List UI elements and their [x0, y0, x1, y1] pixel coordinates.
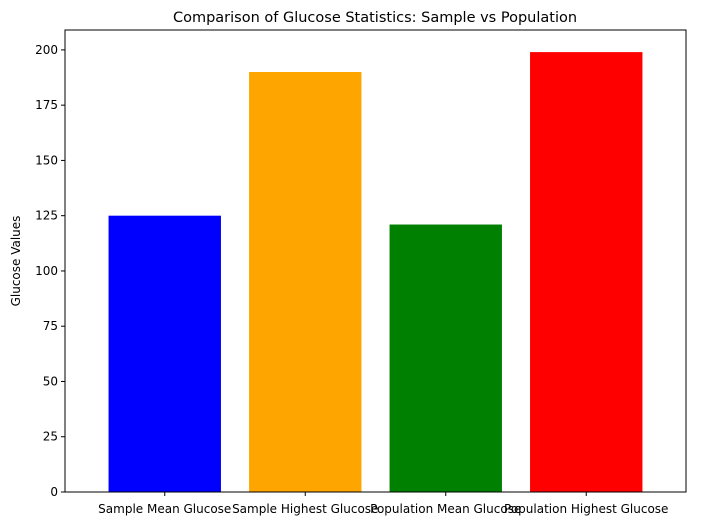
- y-tick-label: 75: [43, 319, 58, 333]
- bar-1: [249, 72, 362, 492]
- bar-2: [389, 224, 502, 493]
- bars-group: [108, 52, 643, 493]
- y-ticks-group: 0 25 50 75 100 125 150 175 200: [35, 43, 65, 499]
- y-tick-label: 100: [35, 264, 58, 278]
- bar-3: [530, 52, 643, 493]
- plot-frame: [64, 29, 687, 493]
- y-tick-label: 175: [35, 98, 58, 112]
- x-tick-label: Sample Highest Glucose: [232, 502, 378, 516]
- y-tick-label: 0: [50, 485, 58, 499]
- y-tick-label: 125: [35, 209, 58, 223]
- x-tick-label: Sample Mean Glucose: [98, 502, 231, 516]
- x-tick-label: Population Mean Glucose: [370, 502, 521, 516]
- y-tick-label: 200: [35, 43, 58, 57]
- y-tick-label: 50: [43, 374, 58, 388]
- x-ticks-group: Sample Mean Glucose Sample Highest Glucos…: [98, 492, 668, 516]
- y-tick-label: 25: [43, 430, 58, 444]
- y-tick-label: 150: [35, 153, 58, 167]
- chart-title: Comparison of Glucose Statistics: Sample…: [173, 10, 577, 26]
- x-tick-label: Population Highest Glucose: [504, 502, 668, 516]
- bar-0: [108, 215, 221, 492]
- y-axis-label: Glucose Values: [9, 216, 23, 307]
